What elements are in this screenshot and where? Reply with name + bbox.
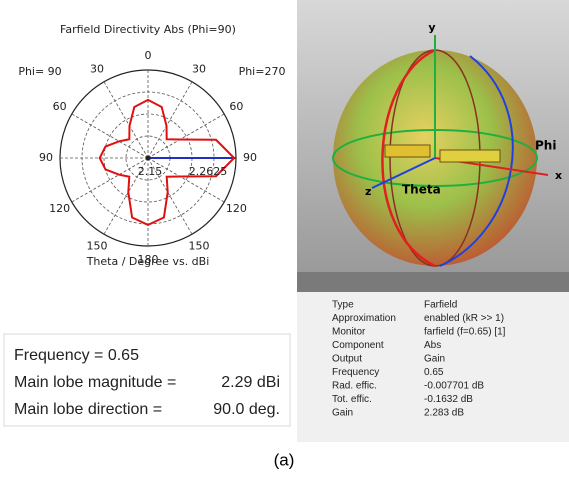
info-value: -0.1632 dB [424, 394, 473, 405]
info-key: Approximation [332, 313, 396, 324]
annotation: 2.2625 [189, 165, 228, 178]
summary-value: 90.0 deg. [213, 401, 280, 418]
antenna [440, 150, 500, 162]
info-key: Type [332, 300, 354, 311]
angle-label: 120 [226, 202, 247, 215]
angle-label: 0 [145, 49, 152, 62]
angle-label: 150 [189, 239, 210, 252]
caption: (a) [274, 450, 295, 469]
angle-label: 90 [243, 151, 257, 164]
summary-label: Frequency = 0.65 [14, 347, 139, 364]
info-key: Output [332, 354, 362, 365]
info-key: Monitor [332, 327, 366, 338]
axis-label: Phi [535, 139, 556, 153]
spoke [72, 158, 148, 202]
summary-value: 2.29 dBi [221, 374, 280, 391]
info-value: Abs [424, 340, 441, 351]
angle-label: 30 [90, 63, 104, 76]
summary-label: Main lobe direction = [14, 401, 162, 418]
info-value: farfield (f=0.65) [1] [424, 327, 506, 338]
annotation: 2.15 [138, 165, 163, 178]
spoke [104, 82, 148, 158]
antenna [385, 145, 430, 157]
angle-label: 180 [138, 253, 159, 266]
info-key: Rad. effic. [332, 381, 377, 392]
angle-label: 60 [53, 100, 67, 113]
right-label: Phi=270 [239, 65, 286, 78]
info-value: enabled (kR >> 1) [424, 313, 504, 324]
axis-label: x [555, 169, 562, 182]
figure: Farfield Directivity Abs (Phi=90) Phi= 9… [0, 0, 569, 479]
info-key: Component [332, 340, 384, 351]
axis-label: Theta [402, 183, 441, 197]
info-value: 0.65 [424, 367, 444, 378]
left-label: Phi= 90 [18, 65, 61, 78]
angle-label: 150 [87, 239, 108, 252]
info-value: -0.007701 dB [424, 381, 484, 392]
axis-label: z [365, 185, 371, 198]
summary-label: Main lobe magnitude = [14, 374, 176, 391]
info-key: Frequency [332, 367, 379, 378]
chart-title: Farfield Directivity Abs (Phi=90) [60, 23, 236, 36]
info-value: 2.283 dB [424, 408, 464, 419]
info-key: Gain [332, 408, 353, 419]
info-key: Tot. effic. [332, 394, 372, 405]
angle-label: 30 [192, 63, 206, 76]
angle-label: 120 [49, 202, 70, 215]
panel-header [297, 272, 569, 292]
angle-label: 60 [229, 100, 243, 113]
angle-label: 90 [39, 151, 53, 164]
info-value: Gain [424, 354, 445, 365]
center [146, 156, 151, 161]
axis-label: y [428, 21, 435, 34]
polar-plot: 0 30 60 90 120 150 180 150 120 90 60 30 [39, 49, 257, 266]
info-value: Farfield [424, 300, 457, 311]
